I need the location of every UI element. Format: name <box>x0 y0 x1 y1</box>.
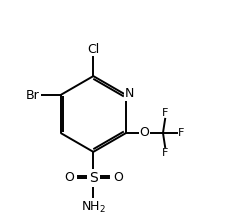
Text: F: F <box>161 148 168 158</box>
Text: O: O <box>139 126 149 139</box>
Text: S: S <box>89 171 97 185</box>
Text: Br: Br <box>26 88 40 102</box>
Text: N: N <box>124 88 134 101</box>
Text: O: O <box>64 171 74 184</box>
Text: NH$_2$: NH$_2$ <box>81 200 105 214</box>
Text: F: F <box>177 128 183 138</box>
Text: Cl: Cl <box>87 42 99 55</box>
Text: O: O <box>112 171 122 184</box>
Text: F: F <box>161 108 168 118</box>
